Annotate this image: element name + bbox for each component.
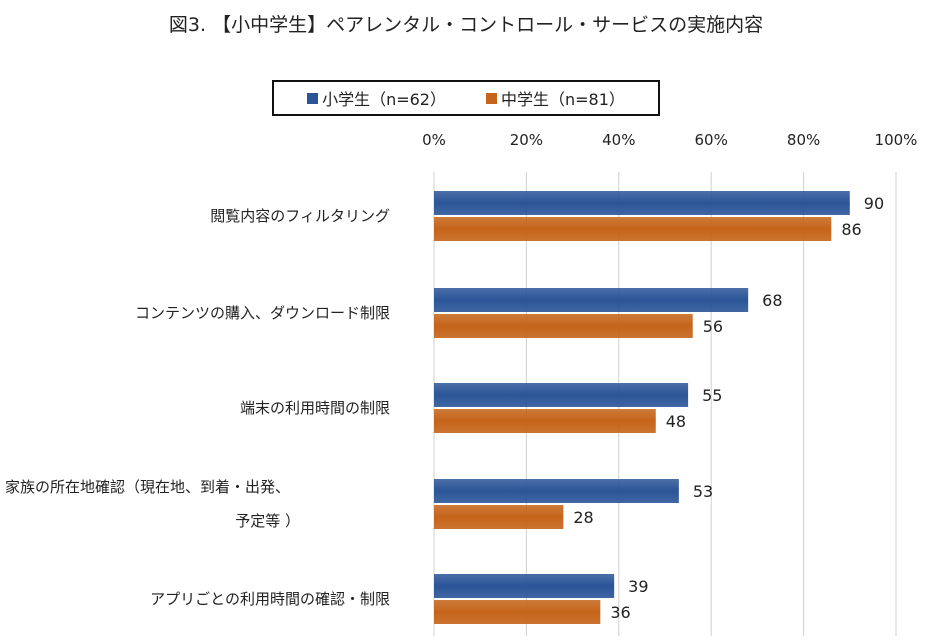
data-label: 90 bbox=[864, 194, 884, 213]
category-label: 家族の所在地確認（現在地、到着・出発、 bbox=[5, 478, 290, 496]
bar bbox=[434, 383, 689, 407]
data-label: 36 bbox=[610, 603, 630, 622]
legend-swatch bbox=[307, 92, 319, 104]
chart-title: 図3. 【小中学生】ペアレンタル・コントロール・サービスの実施内容 bbox=[168, 14, 764, 36]
x-tick-label: 20% bbox=[510, 131, 543, 149]
category-label: コンテンツの購入、ダウンロード制限 bbox=[135, 304, 390, 322]
legend: 小学生（n=62） 中学生（n=81） bbox=[272, 80, 660, 116]
data-label: 86 bbox=[841, 220, 861, 239]
x-tick-label: 40% bbox=[602, 131, 635, 149]
bar bbox=[434, 217, 832, 241]
bar bbox=[434, 409, 656, 433]
category-label: 閲覧内容のフィルタリング bbox=[210, 207, 390, 225]
legend-swatch bbox=[486, 92, 497, 104]
legend-item-junior-high: 中学生（n=81） bbox=[486, 86, 625, 110]
bar bbox=[434, 479, 679, 503]
bar bbox=[434, 191, 850, 215]
data-label: 48 bbox=[666, 412, 686, 431]
bar bbox=[434, 600, 601, 624]
category-label: 端末の利用時間の制限 bbox=[240, 399, 390, 417]
x-tick-label: 60% bbox=[695, 131, 728, 149]
x-tick-label: 80% bbox=[787, 131, 820, 149]
legend-label: 中学生（n=81） bbox=[501, 90, 625, 109]
bar bbox=[434, 314, 693, 338]
category-label: 予定等 ） bbox=[235, 512, 300, 530]
data-label: 28 bbox=[573, 508, 593, 527]
x-tick-label: 100% bbox=[875, 131, 918, 149]
category-label: アプリごとの利用時間の確認・制限 bbox=[150, 590, 390, 608]
x-tick-label: 0% bbox=[422, 131, 446, 149]
data-label: 39 bbox=[628, 577, 648, 596]
data-label: 53 bbox=[693, 482, 713, 501]
bar bbox=[434, 505, 564, 529]
data-label: 55 bbox=[702, 386, 722, 405]
data-label: 68 bbox=[762, 291, 782, 310]
bar bbox=[434, 574, 615, 598]
legend-label: 小学生（n=62） bbox=[322, 90, 446, 109]
bar bbox=[434, 288, 749, 312]
legend-item-elementary: 小学生（n=62） bbox=[307, 86, 446, 110]
data-label: 56 bbox=[703, 317, 723, 336]
